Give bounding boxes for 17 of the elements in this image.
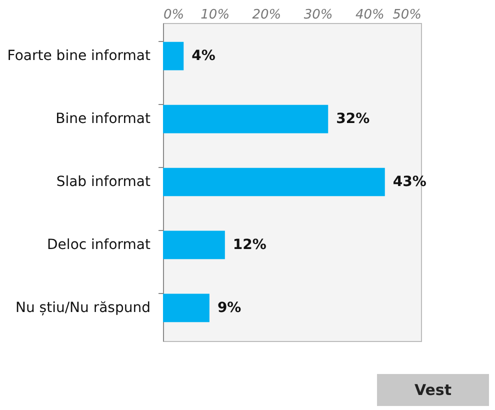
data-label: 32% (336, 111, 370, 128)
data-label: 12% (232, 236, 266, 253)
x-tick-label: 0% (164, 8, 184, 22)
x-tick-label: 50% (392, 8, 422, 22)
x-tick-label: 30% (304, 8, 333, 22)
data-label: 43% (392, 174, 426, 190)
data-label: 4% (192, 48, 216, 64)
y-tick-label: Bine informat (56, 111, 152, 128)
text: Vest (377, 374, 489, 406)
data-label: 9% (217, 300, 242, 316)
x-tick-label: 10% (200, 8, 230, 22)
x-tick-label: 20% (252, 8, 282, 22)
y-tick-label: Slab informat (56, 174, 152, 190)
y-tick-label: Deloc informat (47, 236, 152, 253)
y-tick-label: Foarte bine informat (7, 48, 151, 64)
y-tick-label: Nu știu/Nu răspund (15, 300, 150, 316)
x-tick-label: 40% (355, 8, 384, 22)
